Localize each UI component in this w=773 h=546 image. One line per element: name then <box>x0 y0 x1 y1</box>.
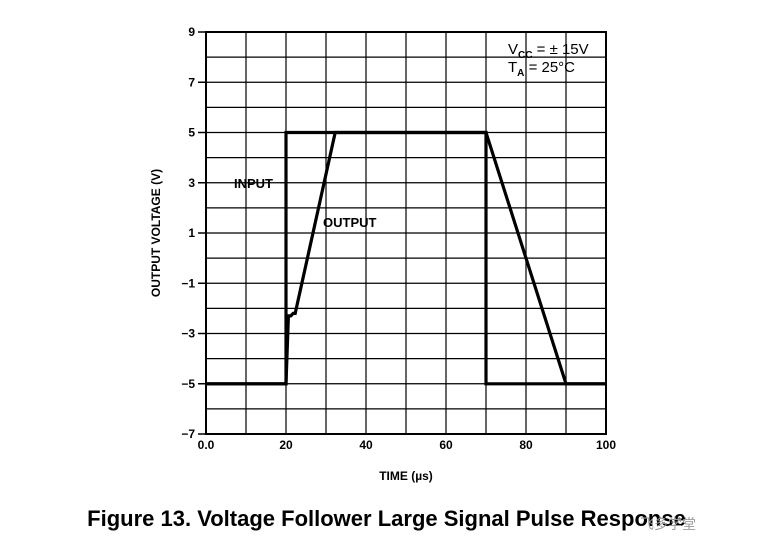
x-tick-label: 0.0 <box>198 438 215 452</box>
output-series-label: OUTPUT <box>323 215 377 230</box>
y-axis-label: OUTPUT VOLTAGE (V) <box>149 169 163 297</box>
ta-symbol: T <box>508 59 517 76</box>
x-tick-label: 40 <box>359 438 373 452</box>
x-axis-label: TIME (µs) <box>379 469 433 483</box>
axis-ticks: 9 7 5 3 1 −1 −3 −5 −70.0 20 40 60 80 100 <box>181 25 616 452</box>
vcc-subscript: CC <box>518 50 532 61</box>
x-tick-label: 60 <box>439 438 453 452</box>
y-tick-label: 1 <box>188 226 195 240</box>
y-tick-label: 3 <box>188 176 195 190</box>
y-tick-label: −3 <box>181 327 195 341</box>
series <box>206 130 606 386</box>
ambient-temperature-condition: TA = 25°C <box>508 59 575 79</box>
figure-caption: Figure 13. Voltage Follower Large Signal… <box>87 506 686 531</box>
grid <box>206 32 606 434</box>
y-tick-label: −7 <box>181 427 195 441</box>
x-tick-label: 20 <box>279 438 293 452</box>
x-tick-label: 100 <box>596 438 616 452</box>
input-series-label: INPUT <box>234 176 273 191</box>
y-tick-label: −5 <box>181 377 195 391</box>
vcc-symbol: V <box>508 41 518 58</box>
y-tick-label: 7 <box>188 75 195 89</box>
y-tick-label: 9 <box>188 25 195 39</box>
watermark: 飞多学堂 <box>640 517 696 533</box>
ta-subscript: A <box>517 68 524 79</box>
supply-voltage-condition: VCC = ± 15V <box>508 41 589 61</box>
series-line-output <box>206 130 606 386</box>
x-tick-label: 80 <box>519 438 533 452</box>
vcc-value: = ± 15V <box>532 41 588 58</box>
y-tick-label: 5 <box>188 126 195 140</box>
y-tick-label: −1 <box>181 276 195 290</box>
ta-value: = 25°C <box>524 59 575 76</box>
